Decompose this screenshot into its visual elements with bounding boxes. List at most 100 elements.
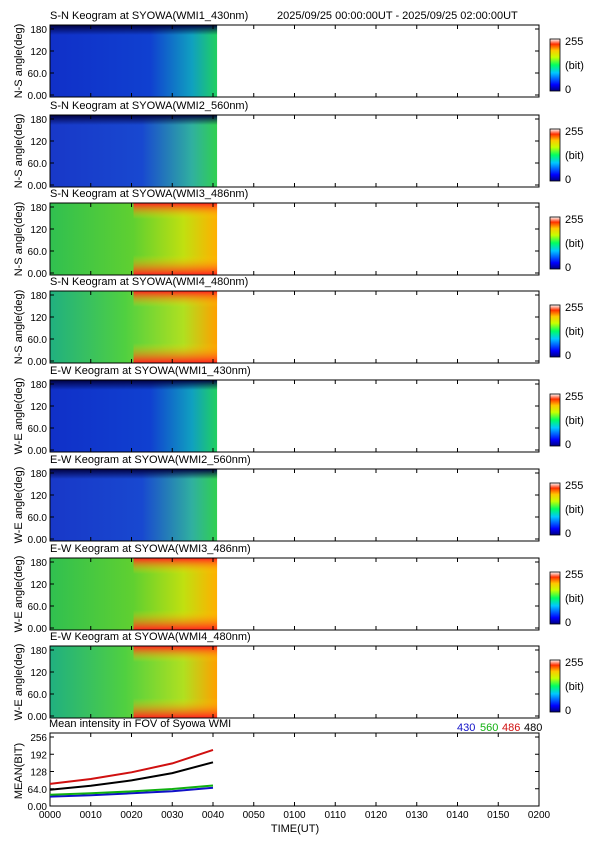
keogram-image <box>50 115 218 187</box>
colorbar-min-label: 0 <box>565 705 571 717</box>
y-tick-label: 60.0 <box>28 159 48 170</box>
colorbar-max-label: 255 <box>565 391 583 403</box>
mean-y-axis-label: MEAN(BIT) <box>13 743 25 799</box>
colorbar-unit-label: (bit) <box>565 150 584 162</box>
colorbar-unit-label: (bit) <box>565 326 584 338</box>
panel-y-axis-label: W-E angle(deg) <box>13 556 25 633</box>
y-tick-label: 180 <box>30 646 47 657</box>
keogram-bright-edge-top <box>133 203 218 219</box>
y-tick-label: 60.0 <box>28 69 48 80</box>
panel-y-axis-label: W-E angle(deg) <box>13 467 25 544</box>
keogram-panel: S-N Keogram at SYOWA(WMI2_560nm) 0.00 60.0… <box>13 100 584 192</box>
y-tick-label: 60.0 <box>28 602 48 613</box>
y-tick-label: 0.00 <box>28 181 48 192</box>
series-line-560 <box>49 784 214 796</box>
x-tick-label: 0100 <box>283 810 306 821</box>
panel-y-axis-label: N-S angle(deg) <box>13 24 25 99</box>
colorbar-unit-label: (bit) <box>565 60 584 72</box>
colorbar <box>549 393 561 447</box>
mean-y-tick-label: 64.0 <box>28 785 48 796</box>
panel-title: E-W Keogram at SYOWA(WMI4_480nm) <box>50 631 251 643</box>
panel-title: S-N Keogram at SYOWA(WMI4_480nm) <box>50 276 248 288</box>
panel-y-axis-label: N-S angle(deg) <box>13 290 25 365</box>
panel-title: E-W Keogram at SYOWA(WMI2_560nm) <box>50 454 251 466</box>
series-line-430 <box>49 786 214 798</box>
y-tick-label: 60.0 <box>28 513 48 524</box>
mean-y-tick-label: 256 <box>30 733 47 744</box>
y-tick-label: 0.00 <box>28 91 48 102</box>
mean-legend: 430 560 486 480 <box>457 722 542 734</box>
keogram-dark-band <box>50 380 218 390</box>
y-tick-label: 180 <box>30 558 47 569</box>
mean-chart-frame <box>49 732 540 807</box>
colorbar-max-label: 255 <box>565 36 583 48</box>
colorbar <box>549 659 561 713</box>
y-tick-label: 0.00 <box>28 269 48 280</box>
keogram-bright-edge-bottom <box>133 255 218 275</box>
colorbar <box>549 482 561 536</box>
y-tick-label: 0.00 <box>28 535 48 546</box>
x-tick-label: 0040 <box>202 810 225 821</box>
y-tick-label: 180 <box>30 380 47 391</box>
keogram-image <box>50 25 218 97</box>
y-tick-label: 180 <box>30 203 47 214</box>
colorbar <box>549 571 561 625</box>
y-tick-label: 180 <box>30 115 47 126</box>
keogram-bright-edge-top <box>133 558 218 574</box>
y-tick-label: 120 <box>30 580 47 591</box>
date-range-header: 2025/09/25 00:00:00UT - 2025/09/25 02:00… <box>277 10 518 22</box>
keogram-bright-edge-bottom <box>133 610 218 630</box>
y-tick-label: 180 <box>30 469 47 480</box>
y-tick-label: 120 <box>30 225 47 236</box>
panel-y-axis-label: N-S angle(deg) <box>13 114 25 189</box>
keogram-panel: E-W Keogram at SYOWA(WMI1_430nm) 0.00 60.0… <box>13 365 584 457</box>
y-tick-label: 0.00 <box>28 712 48 723</box>
panel-title: E-W Keogram at SYOWA(WMI1_430nm) <box>50 365 251 377</box>
x-tick-label: 0130 <box>406 810 429 821</box>
y-tick-label: 60.0 <box>28 424 48 435</box>
keogram-bright-edge-top <box>133 646 218 662</box>
keogram-panel: S-N Keogram at SYOWA(WMI4_480nm) 0.00 60.0… <box>13 276 584 368</box>
colorbar <box>549 304 561 358</box>
panel-title: S-N Keogram at SYOWA(WMI2_560nm) <box>50 100 248 112</box>
colorbar-max-label: 255 <box>565 480 583 492</box>
keogram-panel: S-N Keogram at SYOWA(WMI1_430nm) 0.00 60.0… <box>13 10 584 102</box>
y-tick-label: 120 <box>30 137 47 148</box>
colorbar-min-label: 0 <box>565 439 571 451</box>
y-tick-label: 120 <box>30 402 47 413</box>
x-tick-label: 0030 <box>161 810 184 821</box>
colorbar-unit-label: (bit) <box>565 238 584 250</box>
colorbar-unit-label: (bit) <box>565 593 584 605</box>
keogram-image <box>50 469 218 541</box>
y-tick-label: 60.0 <box>28 247 48 258</box>
x-tick-label: 0110 <box>324 810 346 821</box>
colorbar-unit-label: (bit) <box>565 681 584 693</box>
keogram-bright-edge-bottom <box>133 698 218 718</box>
keogram-dark-band <box>50 115 218 125</box>
keogram-panel: E-W Keogram at SYOWA(WMI4_480nm) 0.00 60.0… <box>13 631 584 723</box>
panel-title: S-N Keogram at SYOWA(WMI3_486nm) <box>50 188 248 200</box>
mean-y-tick-label: 0.00 <box>28 802 48 813</box>
keogram-panel: E-W Keogram at SYOWA(WMI2_560nm) 0.00 60.0… <box>13 454 584 546</box>
colorbar-min-label: 0 <box>565 528 571 540</box>
y-tick-label: 60.0 <box>28 690 48 701</box>
y-tick-label: 120 <box>30 47 47 58</box>
legend-486: 486 <box>502 722 520 734</box>
x-tick-label: 0050 <box>243 810 266 821</box>
legend-430: 430 <box>457 722 475 734</box>
mean-y-tick-label: 192 <box>30 750 47 761</box>
keogram-panels: S-N Keogram at SYOWA(WMI1_430nm) 0.00 60.0… <box>13 10 584 723</box>
colorbar-unit-label: (bit) <box>565 415 584 427</box>
x-tick-label: 0020 <box>120 810 143 821</box>
colorbar-max-label: 255 <box>565 657 583 669</box>
y-tick-label: 120 <box>30 313 47 324</box>
keogram-panel: S-N Keogram at SYOWA(WMI3_486nm) 0.00 60.0… <box>13 188 584 280</box>
x-tick-label: 0150 <box>487 810 510 821</box>
panel-y-axis-label: N-S angle(deg) <box>13 202 25 277</box>
x-tick-label: 0200 <box>528 810 551 821</box>
colorbar <box>549 216 561 270</box>
x-tick-label: 0140 <box>446 810 469 821</box>
colorbar-max-label: 255 <box>565 302 583 314</box>
y-tick-label: 180 <box>30 25 47 36</box>
colorbar-unit-label: (bit) <box>565 504 584 516</box>
